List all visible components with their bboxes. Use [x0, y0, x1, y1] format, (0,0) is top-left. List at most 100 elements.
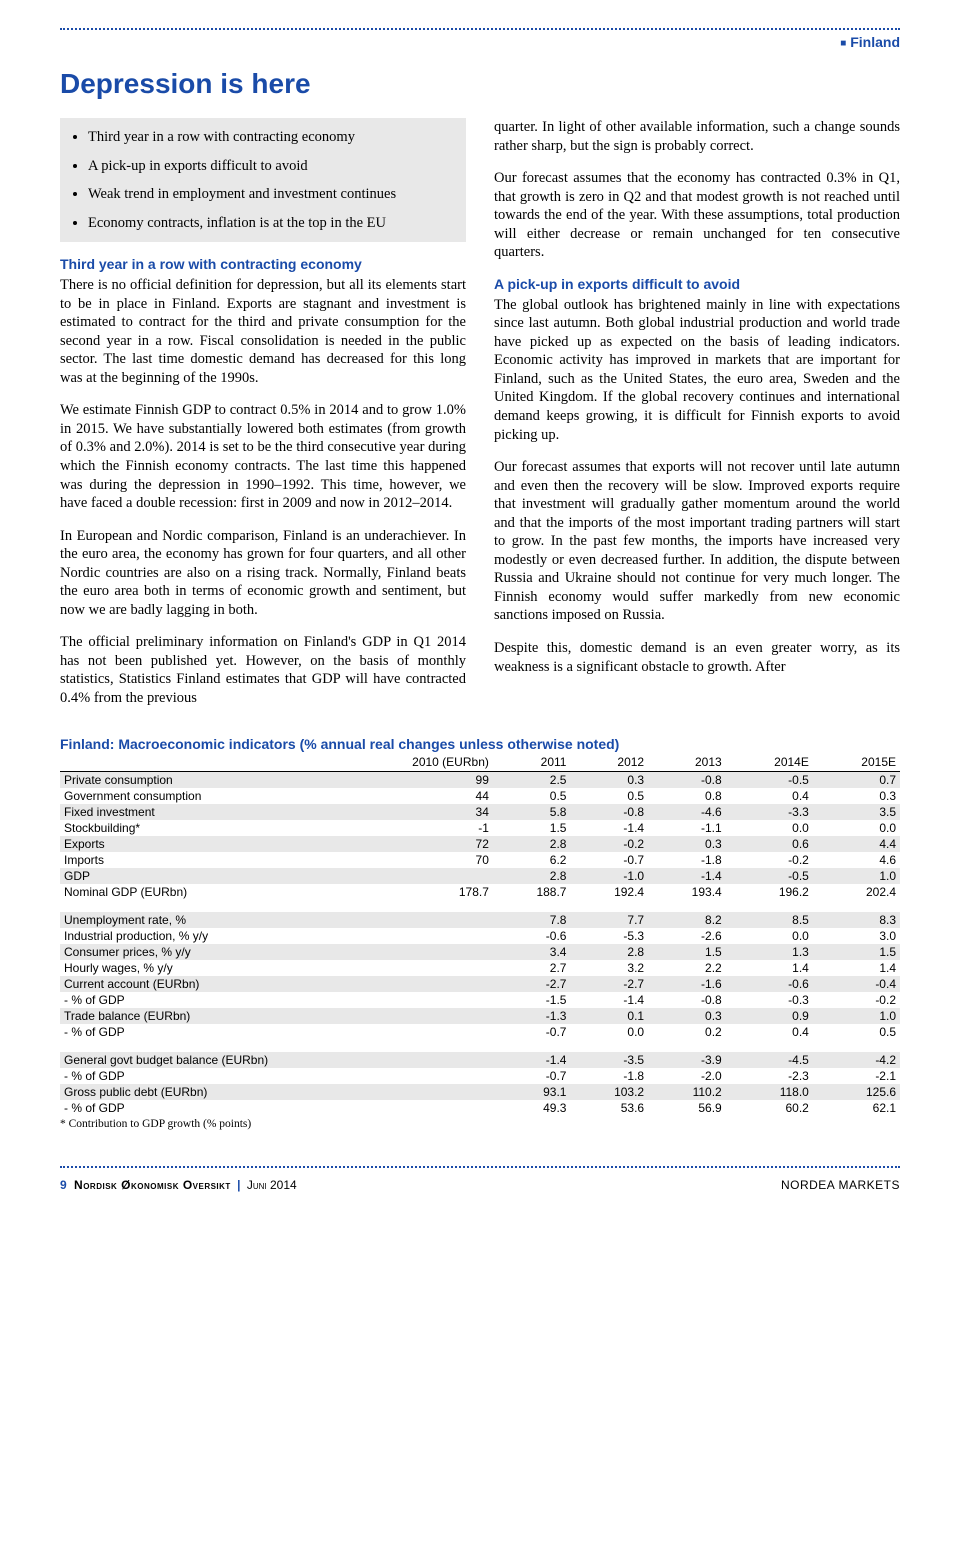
table-cell: 1.0 [813, 868, 900, 884]
table-cell: -0.5 [726, 868, 813, 884]
table-cell: 44 [320, 788, 493, 804]
table-cell: -3.3 [726, 804, 813, 820]
table-row: Current account (EURbn)-2.7-2.7-1.6-0.6-… [60, 976, 900, 992]
brand-label: Finland [850, 34, 900, 50]
table-cell [320, 992, 493, 1008]
table-cell: -2.6 [648, 928, 726, 944]
col-header: 2011 [493, 754, 571, 772]
table-cell: 0.5 [570, 788, 648, 804]
table-cell: -4.5 [726, 1052, 813, 1068]
left-column: Third year in a row with contracting eco… [60, 118, 466, 708]
table-row: Fixed investment345.8-0.8-4.6-3.33.5 [60, 804, 900, 820]
table-cell: 93.1 [493, 1084, 571, 1100]
col-header: 2013 [648, 754, 726, 772]
table-cell: 2.8 [570, 944, 648, 960]
table-row: Imports706.2-0.7-1.8-0.24.6 [60, 852, 900, 868]
table-cell: 118.0 [726, 1084, 813, 1100]
paragraph: Despite this, domestic demand is an even… [494, 639, 900, 676]
paragraph: quarter. In light of other available inf… [494, 118, 900, 155]
section-heading: A pick-up in exports difficult to avoid [494, 276, 900, 294]
table-cell: -1.4 [570, 820, 648, 836]
table-cell: 1.5 [648, 944, 726, 960]
table-cell: Trade balance (EURbn) [60, 1008, 320, 1024]
table-cell [320, 1024, 493, 1040]
table-cell: -1.4 [493, 1052, 571, 1068]
table-cell: 2.2 [648, 960, 726, 976]
table-cell: 2.8 [493, 836, 571, 852]
table-cell: 8.2 [648, 912, 726, 928]
table-row: Stockbuilding*-11.5-1.4-1.10.00.0 [60, 820, 900, 836]
table-cell: Gross public debt (EURbn) [60, 1084, 320, 1100]
table-cell: -2.1 [813, 1068, 900, 1084]
table-cell: 0.2 [648, 1024, 726, 1040]
table-cell: Private consumption [60, 771, 320, 788]
col-header: 2014E [726, 754, 813, 772]
table-cell: -3.9 [648, 1052, 726, 1068]
table-row: General govt budget balance (EURbn)-1.4-… [60, 1052, 900, 1068]
bullet: A pick-up in exports difficult to avoid [88, 157, 454, 176]
table-cell: 0.4 [726, 788, 813, 804]
table-row: Hourly wages, % y/y2.73.22.21.41.4 [60, 960, 900, 976]
table-cell: -0.3 [726, 992, 813, 1008]
table-cell [320, 868, 493, 884]
table-cell: 0.3 [570, 771, 648, 788]
table-cell: 3.4 [493, 944, 571, 960]
table-cell: -2.7 [493, 976, 571, 992]
table-cell: 4.4 [813, 836, 900, 852]
table-cell: - % of GDP [60, 1100, 320, 1116]
publication-date: Juni 2014 [247, 1178, 297, 1192]
table-cell: -2.7 [570, 976, 648, 992]
article-title: Depression is here [60, 68, 900, 100]
table-cell: 196.2 [726, 884, 813, 900]
table-cell: 7.8 [493, 912, 571, 928]
paragraph: The global outlook has brightened mainly… [494, 296, 900, 444]
table-cell: 1.4 [813, 960, 900, 976]
table-cell: 99 [320, 771, 493, 788]
table-cell: - % of GDP [60, 992, 320, 1008]
footer-divider [60, 1166, 900, 1168]
table-cell: -0.8 [570, 804, 648, 820]
table-cell: Current account (EURbn) [60, 976, 320, 992]
table-cell: - % of GDP [60, 1024, 320, 1040]
bullet: Weak trend in employment and investment … [88, 185, 454, 204]
table-cell: -0.5 [726, 771, 813, 788]
table-cell: -0.4 [813, 976, 900, 992]
table-cell: 0.8 [648, 788, 726, 804]
table-cell: 7.7 [570, 912, 648, 928]
table-cell: 0.3 [648, 1008, 726, 1024]
table-cell: 1.0 [813, 1008, 900, 1024]
table-cell: Unemployment rate, % [60, 912, 320, 928]
table-row: Gross public debt (EURbn)93.1103.2110.21… [60, 1084, 900, 1100]
page-number: 9 [60, 1178, 67, 1192]
paragraph: Our forecast assumes that the economy ha… [494, 169, 900, 262]
table-cell [320, 1052, 493, 1068]
table-cell: -4.6 [648, 804, 726, 820]
table-cell: 3.5 [813, 804, 900, 820]
table-cell [320, 928, 493, 944]
table-cell: Nominal GDP (EURbn) [60, 884, 320, 900]
table-cell: -1.4 [570, 992, 648, 1008]
bullet: Economy contracts, inflation is at the t… [88, 214, 454, 233]
table-cell: -0.2 [570, 836, 648, 852]
table-cell [320, 1008, 493, 1024]
table-cell: -1.6 [648, 976, 726, 992]
table-cell: -4.2 [813, 1052, 900, 1068]
table-cell: 0.0 [813, 820, 900, 836]
table-cell: 2.5 [493, 771, 571, 788]
table-cell: -1 [320, 820, 493, 836]
table-cell: 3.2 [570, 960, 648, 976]
paragraph: Our forecast assumes that exports will n… [494, 458, 900, 625]
table-cell: -0.7 [493, 1024, 571, 1040]
table-cell: -1.3 [493, 1008, 571, 1024]
table-cell: Consumer prices, % y/y [60, 944, 320, 960]
table-cell: Exports [60, 836, 320, 852]
table-row: Consumer prices, % y/y3.42.81.51.31.5 [60, 944, 900, 960]
header-divider [60, 28, 900, 30]
table-cell: -1.5 [493, 992, 571, 1008]
table-cell: 103.2 [570, 1084, 648, 1100]
col-header: 2012 [570, 754, 648, 772]
paragraph: In European and Nordic comparison, Finla… [60, 527, 466, 620]
table-cell: 0.4 [726, 1024, 813, 1040]
table-cell: 2.8 [493, 868, 571, 884]
table-cell: 2.7 [493, 960, 571, 976]
